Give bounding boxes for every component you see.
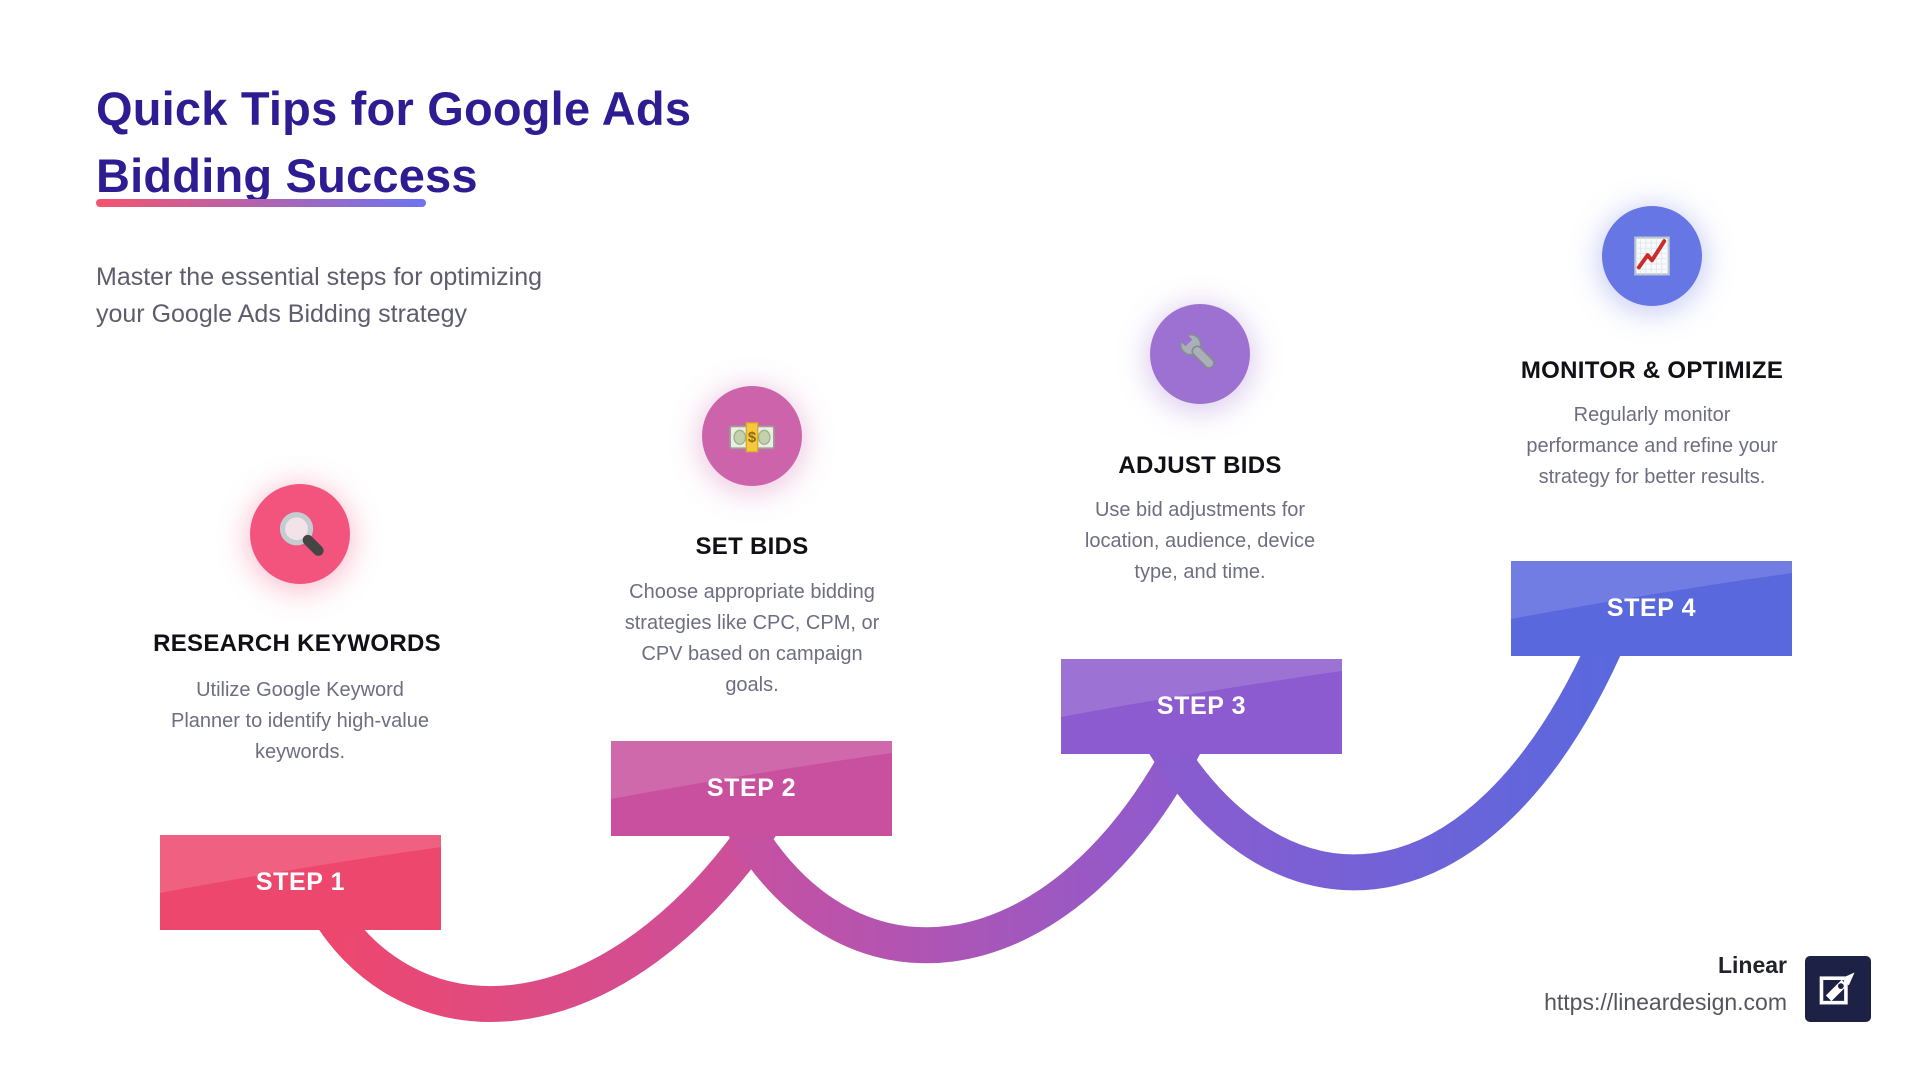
step-3-desc-line: location, audience, device (1084, 530, 1316, 552)
step-2-description: Choose appropriate bidding strategies li… (582, 577, 922, 701)
step-4-desc-line: strategy for better results. (1538, 466, 1766, 488)
footer-brand-name: Linear (1717, 952, 1787, 978)
step-4-description: Regularly monitor performance and refine… (1482, 400, 1822, 493)
step-1-banner-label: STEP 1 (255, 868, 346, 896)
page-subtitle: Master the essential steps for optimizin… (96, 259, 542, 333)
step-2-desc-line: strategies like CPC, CPM, or (624, 612, 880, 634)
step-3-desc-line: Use bid adjustments for (1094, 499, 1306, 521)
banner-sheen (160, 835, 441, 893)
step-4-desc-line: performance and refine your (1526, 435, 1778, 457)
wrench-icon (1177, 331, 1215, 369)
step-3-banner: STEP 3 (1061, 659, 1342, 754)
footer-url[interactable]: https://lineardesign.com (1544, 989, 1787, 1015)
page-subtitle-line1: Master the essential steps for optimizin… (96, 263, 543, 291)
banner-sheen (1511, 561, 1792, 619)
step-4-title: MONITOR & OPTIMIZE (1520, 357, 1784, 384)
step-3-title: ADJUST BIDS (1118, 452, 1282, 479)
chart-increasing-icon (1634, 236, 1670, 276)
step-1-description: Utilize Google Keyword Planner to identi… (130, 675, 470, 768)
step-1-desc-line: keywords. (254, 741, 346, 763)
step-3-description: Use bid adjustments for location, audien… (1030, 495, 1370, 588)
step-4-desc-line: Regularly monitor (1573, 404, 1731, 426)
step-3-banner-label: STEP 3 (1156, 692, 1247, 720)
svg-text:$: $ (748, 430, 757, 446)
rocket-pen-icon (1819, 972, 1855, 1005)
footer-logo (1805, 956, 1871, 1022)
page-title-line2: Bidding Success (96, 149, 478, 203)
step-1-desc-line: Planner to identify high-value (171, 710, 429, 732)
step-4-banner-label: STEP 4 (1606, 594, 1697, 622)
title-underline (96, 199, 426, 207)
step-2-desc-line: goals. (725, 674, 779, 696)
page-title: Quick Tips for Google Ads Bidding Succes… (96, 75, 691, 209)
step-1-title: RESEARCH KEYWORDS (153, 630, 441, 657)
step-1-icon-circle (250, 484, 350, 584)
step-2-icon-circle: $ (702, 386, 802, 486)
step-2-title: SET BIDS (695, 533, 809, 560)
page-title-line1: Quick Tips for Google Ads (96, 82, 692, 136)
step-3-desc-line: type, and time. (1134, 561, 1266, 583)
step-1-banner: STEP 1 (160, 835, 441, 930)
step-3-icon-circle (1150, 304, 1250, 404)
banner-sheen (611, 741, 892, 799)
step-1-desc-line: Utilize Google Keyword (196, 679, 404, 701)
banner-sheen (1061, 659, 1342, 717)
step-2-banner-label: STEP 2 (706, 774, 797, 802)
page-subtitle-line2: your Google Ads Bidding strategy (96, 300, 468, 328)
step-2-desc-line: CPV based on campaign (641, 643, 863, 665)
step-2-desc-line: Choose appropriate bidding (629, 581, 875, 603)
step-4-banner: STEP 4 (1511, 561, 1792, 656)
money-stack-icon: $ (729, 422, 775, 453)
step-2-banner: STEP 2 (611, 741, 892, 836)
step-4-icon-circle (1602, 206, 1702, 306)
magnifying-glass-icon (279, 512, 324, 556)
